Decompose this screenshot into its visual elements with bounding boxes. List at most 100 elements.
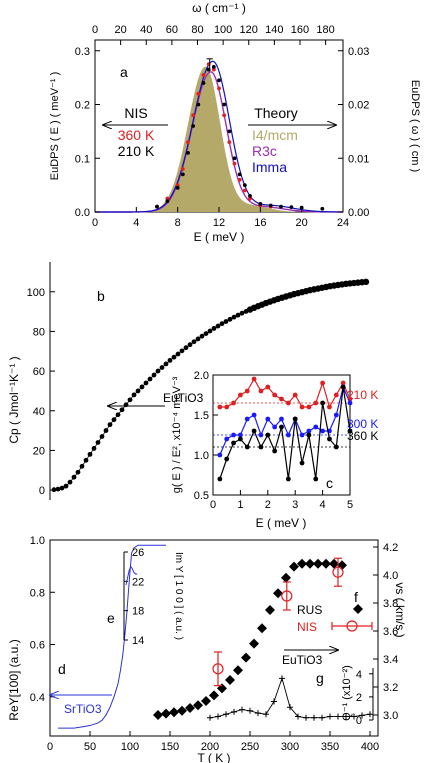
panel-bottom: 0 50 100 150 200 250 300 350 400 0.4 0.6 0.8 1.0 d R… xyxy=(7,535,407,763)
panel-d-ytick-label: 1.0 xyxy=(30,535,45,547)
panel-g-ylabel: Q⁻¹ (x10⁻²) xyxy=(341,665,353,721)
nis-360k-point xyxy=(248,196,252,201)
rus-point xyxy=(233,665,243,676)
cp-point xyxy=(231,314,237,320)
panel-a-top-tick-label: 0 xyxy=(92,24,98,36)
panel-d-xtick-label: 200 xyxy=(201,741,219,753)
panel-c-ytick-label: 1.5 xyxy=(194,410,209,422)
q-point xyxy=(271,698,277,705)
q-point xyxy=(287,704,293,711)
panel-c-point xyxy=(244,444,250,450)
rus-point xyxy=(289,561,299,572)
panel-e-line xyxy=(125,565,138,586)
rus-point xyxy=(225,675,235,685)
panel-f-ticks: 3.0 3.2 3.4 3.6 3.8 4.0 4.2 xyxy=(373,542,398,722)
nis-360k-point xyxy=(217,86,221,91)
panel-d-xtick-label: 300 xyxy=(281,741,299,753)
panel-a-ytick-label: 0.1 xyxy=(75,153,90,165)
q-point xyxy=(311,714,317,721)
panel-b-ytick-label: 80 xyxy=(33,326,45,338)
panel-a-xtick-label: 24 xyxy=(337,217,349,229)
panel-c-point xyxy=(238,436,243,442)
nis-210k-point xyxy=(289,205,294,210)
panel-c-point xyxy=(217,452,223,458)
q-point xyxy=(239,706,245,713)
q-point xyxy=(247,707,253,714)
q-point xyxy=(223,711,229,718)
panel-c-xtick-label: 2 xyxy=(265,499,271,511)
panel-c-label-360k: 360 K xyxy=(347,429,378,443)
panel-b-ytick-label: 20 xyxy=(33,445,45,457)
panel-c-point xyxy=(279,424,284,430)
nis-210k-point xyxy=(279,204,283,209)
panel-c-reference-lines xyxy=(213,402,350,448)
panel-c-point xyxy=(231,440,236,446)
panel-c-point xyxy=(306,432,312,438)
panel-d-xtick-label: 150 xyxy=(161,741,179,753)
panel-d-line xyxy=(58,544,166,729)
nis-360k-point xyxy=(227,140,232,145)
panel-c-point xyxy=(224,436,230,442)
cp-point xyxy=(111,417,117,423)
panel-a-data-points xyxy=(155,58,325,211)
cp-point xyxy=(191,339,197,345)
rus-point xyxy=(249,638,259,649)
nis-210k-point xyxy=(248,193,252,198)
panel-c-point xyxy=(217,404,223,410)
panel-a-xtick-label: 16 xyxy=(254,217,266,229)
panel-d-xtick-label: 400 xyxy=(361,741,379,753)
panel-c-point xyxy=(333,444,339,450)
cp-point xyxy=(163,361,169,367)
cp-point xyxy=(115,412,121,418)
cp-point xyxy=(103,428,109,433)
cp-point xyxy=(219,321,225,327)
q-point xyxy=(303,714,309,721)
panel-a-xtick-label: 4 xyxy=(133,217,139,229)
q-point xyxy=(343,713,349,720)
cp-point xyxy=(223,319,229,324)
panel-c-label: c xyxy=(326,475,333,491)
cp-point xyxy=(55,486,61,492)
cp-point xyxy=(207,328,213,334)
q-point xyxy=(319,714,325,721)
nis-210k-point xyxy=(191,124,196,128)
panel-b-ytick-label: 60 xyxy=(33,366,45,378)
panel-c-point xyxy=(285,432,291,438)
panel-a-right-tick-label: 0.01 xyxy=(348,153,369,165)
cp-point xyxy=(183,345,189,351)
panel-c: 0 1 2 3 4 5 0.5 1.0 1.5 2.0 c E ( meV ) g( E ) / … xyxy=(171,370,378,530)
q-point xyxy=(255,710,261,717)
panel-c-point xyxy=(340,380,346,386)
panel-c-point xyxy=(313,476,319,482)
panel-c-xtick-label: 4 xyxy=(320,499,326,511)
panel-g-ticks: 0 2 4 xyxy=(356,669,373,727)
rus-point xyxy=(265,605,275,615)
panel-e-ytick-label: 14 xyxy=(132,635,144,647)
cp-point xyxy=(99,434,105,439)
panel-b-points xyxy=(51,278,370,493)
panel-a-ylabel-right: EuDPS ( ω ) ( cm ) xyxy=(409,80,421,172)
panel-a-top-tick-label: 100 xyxy=(214,24,232,36)
nis-210k-point xyxy=(165,199,170,204)
panel-c-point xyxy=(231,400,236,406)
rus-point xyxy=(185,703,195,713)
q-point xyxy=(351,713,357,720)
panel-c-point xyxy=(272,424,278,430)
panel-b-ticks: 0 20 40 60 80 100 xyxy=(27,287,55,497)
cp-point xyxy=(175,351,181,357)
nis-210k-point xyxy=(155,204,159,209)
nis-360k-point xyxy=(196,91,201,96)
nis-360k-point xyxy=(165,196,170,201)
nis-210k-point xyxy=(237,172,242,177)
cp-point xyxy=(139,384,145,390)
panel-c-point xyxy=(265,432,271,438)
q-point xyxy=(207,714,213,721)
panel-f-ytick-label: 3.8 xyxy=(383,598,398,610)
nis-210k-point xyxy=(232,156,237,161)
panel-a-ylabel-left: EuDPS ( E ) ( meV⁻¹ ) xyxy=(49,72,61,181)
panel-a: 0 4 8 12 16 20 24 0 20 40 60 80 100 120 140 160 180 0.0 0.… xyxy=(49,1,421,244)
panel-c-ticks: 0 1 2 3 4 5 0.5 1.0 1.5 2.0 xyxy=(194,370,353,511)
cp-point xyxy=(171,354,177,360)
panel-f-legend-nis-marker xyxy=(346,620,358,632)
